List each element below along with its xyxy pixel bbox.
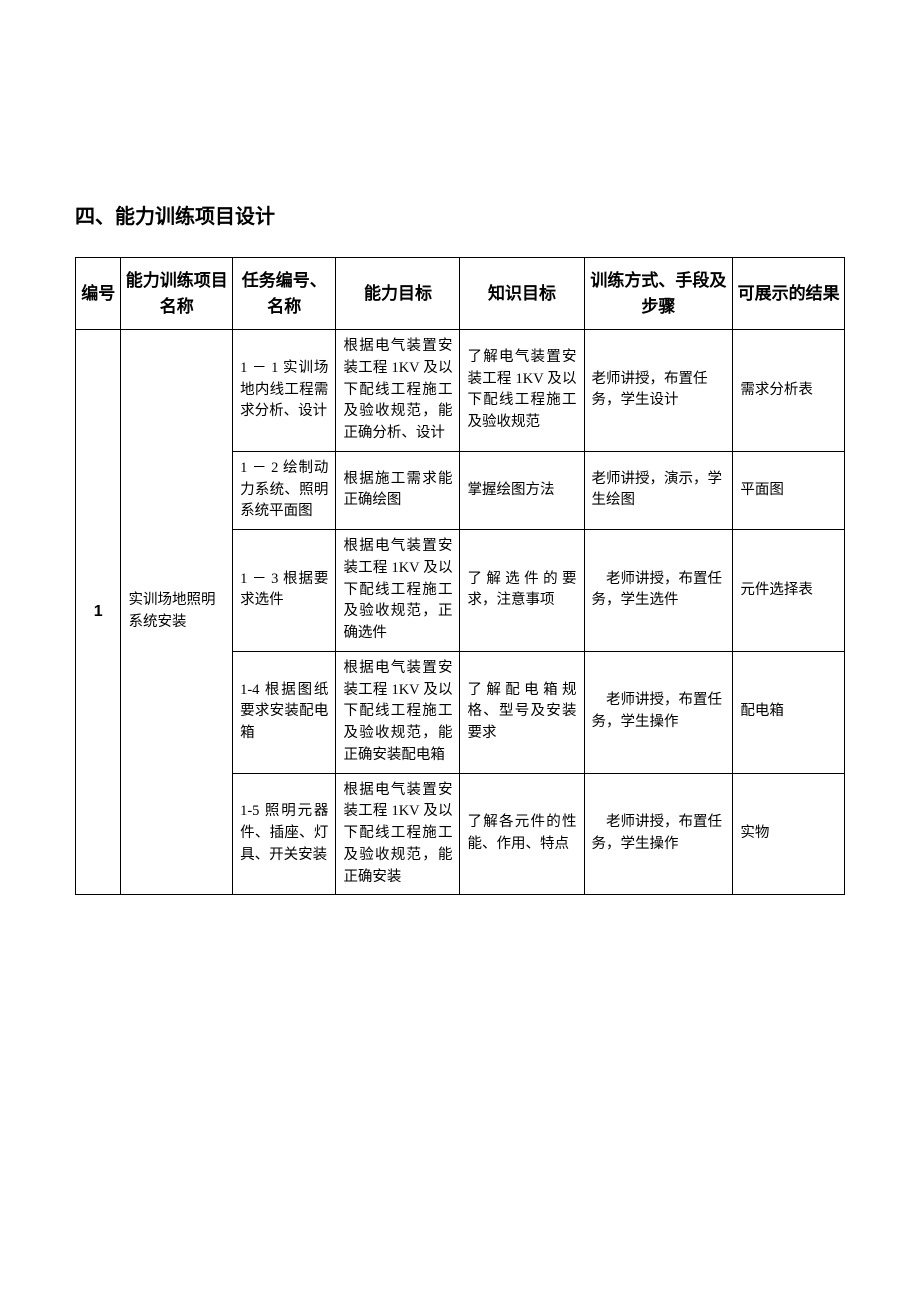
cell-proj: 实训场地照明系统安装 [121, 330, 233, 895]
table-body: 1 实训场地照明系统安装 1 － 1 实训场地内线工程需求分析、设计 根据电气装… [76, 330, 845, 895]
section-title: 四、能力训练项目设计 [75, 200, 845, 229]
cell-knowledge: 掌握绘图方法 [460, 451, 584, 529]
cell-ability: 根据电气装置安装工程 1KV 及以下配线工程施工及验收规范，能正确安装配电箱 [336, 651, 460, 773]
cell-knowledge: 了解各元件的性能、作用、特点 [460, 773, 584, 895]
training-project-table: 编号 能力训练项目名称 任务编号、名称 能力目标 知识目标 训练方式、手段及步骤… [75, 257, 845, 895]
cell-result: 配电箱 [733, 651, 845, 773]
cell-result: 元件选择表 [733, 530, 845, 652]
header-method: 训练方式、手段及步骤 [584, 258, 733, 330]
header-task: 任务编号、名称 [233, 258, 336, 330]
table-row: 1 实训场地照明系统安装 1 － 1 实训场地内线工程需求分析、设计 根据电气装… [76, 330, 845, 452]
cell-task: 1 － 2 绘制动力系统、照明系统平面图 [233, 451, 336, 529]
cell-knowledge: 了解配电箱规格、型号及安装要求 [460, 651, 584, 773]
cell-method: 老师讲授，布置任务，学生操作 [584, 773, 733, 895]
cell-task: 1 － 1 实训场地内线工程需求分析、设计 [233, 330, 336, 452]
cell-task: 1 － 3 根据要求选件 [233, 530, 336, 652]
cell-method: 老师讲授，布置任务，学生操作 [584, 651, 733, 773]
cell-knowledge: 了解选件的要求，注意事项 [460, 530, 584, 652]
cell-task: 1-4 根据图纸要求安装配电箱 [233, 651, 336, 773]
cell-ability: 根据电气装置安装工程 1KV 及以下配线工程施工及验收规范，能正确安装 [336, 773, 460, 895]
cell-result: 实物 [733, 773, 845, 895]
header-ability: 能力目标 [336, 258, 460, 330]
cell-knowledge: 了解电气装置安装工程 1KV 及以下配线工程施工及验收规范 [460, 330, 584, 452]
header-proj: 能力训练项目名称 [121, 258, 233, 330]
cell-result: 平面图 [733, 451, 845, 529]
cell-task: 1-5 照明元器件、插座、灯具、开关安装 [233, 773, 336, 895]
cell-ability: 根据施工需求能正确绘图 [336, 451, 460, 529]
header-num: 编号 [76, 258, 121, 330]
cell-method: 老师讲授，布置任务，学生选件 [584, 530, 733, 652]
header-knowledge: 知识目标 [460, 258, 584, 330]
cell-method: 老师讲授，演示，学生绘图 [584, 451, 733, 529]
cell-ability: 根据电气装置安装工程 1KV 及以下配线工程施工及验收规范，正确选件 [336, 530, 460, 652]
cell-method: 老师讲授，布置任务，学生设计 [584, 330, 733, 452]
table-header-row: 编号 能力训练项目名称 任务编号、名称 能力目标 知识目标 训练方式、手段及步骤… [76, 258, 845, 330]
cell-result: 需求分析表 [733, 330, 845, 452]
cell-num: 1 [76, 330, 121, 895]
cell-ability: 根据电气装置安装工程 1KV 及以下配线工程施工及验收规范，能正确分析、设计 [336, 330, 460, 452]
header-result: 可展示的结果 [733, 258, 845, 330]
